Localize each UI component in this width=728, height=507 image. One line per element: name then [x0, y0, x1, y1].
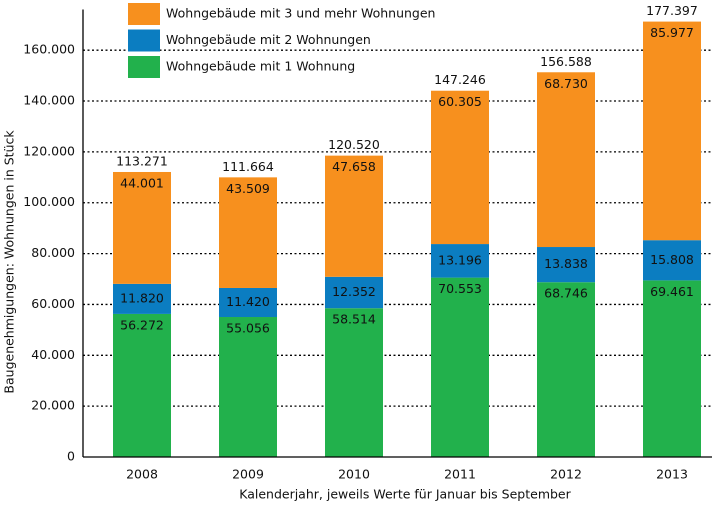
- bar-segment: [643, 21, 701, 241]
- legend-label: Wohngebäude mit 3 und mehr Wohnungen: [166, 6, 435, 21]
- x-tick-label: 2012: [550, 467, 582, 482]
- y-tick-label: 140.000: [23, 93, 75, 108]
- bar-segment: [219, 177, 277, 288]
- x-axis-label: Kalenderjahr, jeweils Werte für Januar b…: [239, 487, 571, 502]
- bar-segment: [643, 240, 701, 281]
- bar-segment: [219, 287, 277, 318]
- bar-segment: [537, 282, 595, 457]
- data-label: 12.352: [332, 284, 376, 299]
- x-tick-label: 2009: [232, 467, 264, 482]
- total-label: 113.271: [116, 153, 168, 168]
- y-tick-label: 0: [67, 449, 75, 464]
- bar-segment: [325, 308, 383, 457]
- y-tick-label: 160.000: [23, 42, 75, 57]
- data-label: 44.001: [120, 175, 164, 190]
- data-label: 15.808: [650, 252, 694, 267]
- total-label: 156.588: [540, 54, 592, 69]
- y-tick-label: 100.000: [23, 194, 75, 209]
- legend-label: Wohngebäude mit 2 Wohnungen: [166, 32, 371, 47]
- x-tick-label: 2010: [338, 467, 370, 482]
- x-tick-label: 2013: [656, 467, 688, 482]
- data-label: 68.746: [544, 286, 588, 301]
- data-label: 56.272: [120, 317, 164, 332]
- x-tick-label: 2011: [444, 467, 476, 482]
- data-label: 13.838: [544, 256, 588, 271]
- bar-segment: [643, 280, 701, 457]
- bar-segment: [325, 155, 383, 277]
- y-tick-label: 40.000: [31, 347, 75, 362]
- y-tick-label: 20.000: [31, 398, 75, 413]
- y-tick-label: 80.000: [31, 245, 75, 260]
- data-label: 68.730: [544, 76, 588, 91]
- y-tick-label: 60.000: [31, 296, 75, 311]
- bar-segment: [219, 317, 277, 457]
- y-tick-label: 120.000: [23, 143, 75, 158]
- legend-swatch: [128, 56, 160, 78]
- bar-segment: [431, 90, 489, 245]
- data-label: 11.820: [120, 290, 164, 305]
- data-label: 11.420: [226, 294, 270, 309]
- data-label: 70.553: [438, 281, 482, 296]
- x-tick-label: 2008: [126, 467, 158, 482]
- legend-swatch: [128, 29, 160, 52]
- bar-segment: [537, 72, 595, 248]
- data-label: 47.658: [332, 159, 376, 174]
- data-label: 55.056: [226, 321, 270, 336]
- bar-segment: [113, 283, 171, 314]
- data-label: 60.305: [438, 94, 482, 109]
- bar-segment: [113, 313, 171, 457]
- total-label: 111.664: [222, 159, 274, 174]
- bar-segment: [113, 171, 171, 284]
- bar-segment: [325, 276, 383, 309]
- data-label: 13.196: [438, 252, 482, 267]
- data-label: 58.514: [332, 312, 376, 327]
- total-label: 147.246: [434, 72, 486, 87]
- legend-swatch: [128, 3, 160, 25]
- bar-segment: [537, 247, 595, 283]
- data-label: 85.977: [650, 25, 694, 40]
- data-label: 69.461: [650, 284, 694, 299]
- bar-segment: [431, 244, 489, 278]
- data-label: 43.509: [226, 181, 270, 196]
- total-label: 120.520: [328, 137, 380, 152]
- bar-segment: [431, 277, 489, 457]
- y-axis-label: Baugenehmigungen: Wohnungen in Stück: [2, 130, 17, 394]
- legend-label: Wohngebäude mit 1 Wohnung: [166, 59, 355, 74]
- total-label: 177.397: [646, 3, 698, 18]
